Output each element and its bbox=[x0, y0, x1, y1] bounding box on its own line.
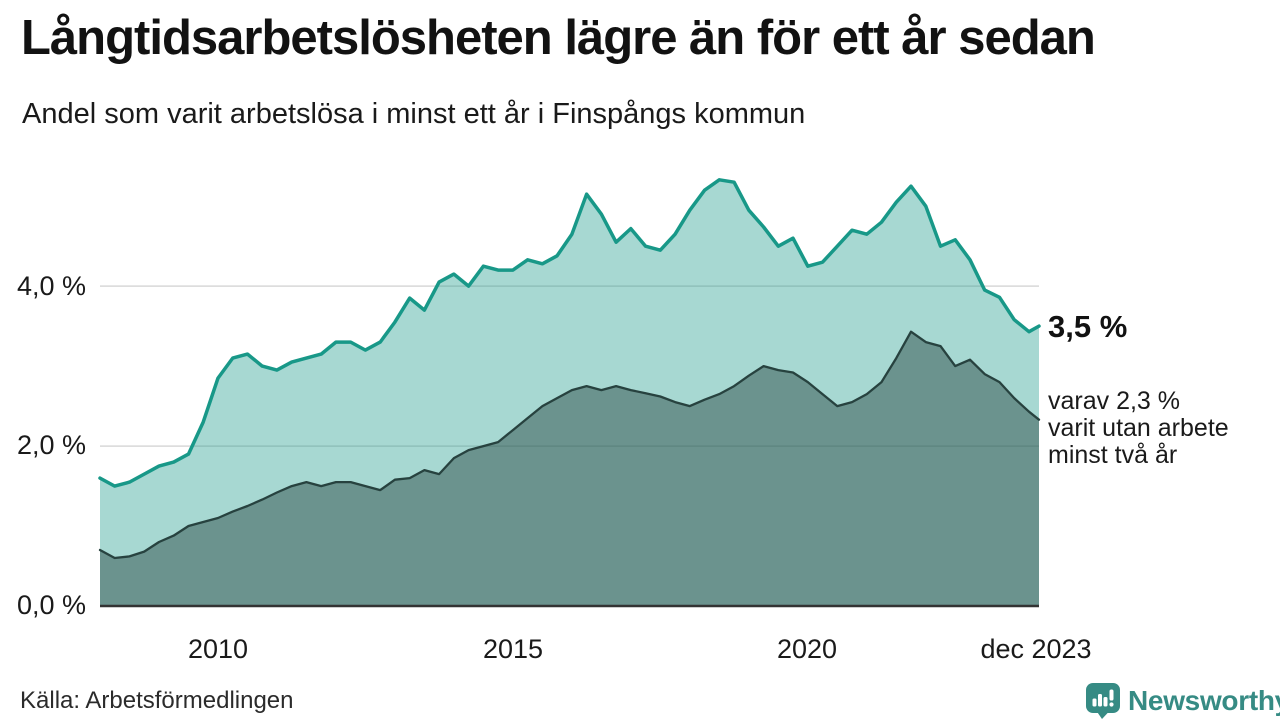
latest-value-annotation: 3,5 % bbox=[1048, 309, 1128, 344]
secondary-annotation-line: varit utan arbete bbox=[1048, 414, 1229, 442]
y-axis-tick-label: 0,0 % bbox=[16, 590, 86, 620]
x-axis-tick-label: 2015 bbox=[482, 634, 544, 664]
x-axis-tick-label: dec 2023 bbox=[980, 634, 1092, 664]
newsworthy-logo-icon bbox=[1086, 683, 1120, 719]
newsworthy-logo: Newsworthy bbox=[1086, 683, 1280, 719]
page-subtitle: Andel som varit arbetslösa i minst ett å… bbox=[22, 98, 806, 130]
newsworthy-logo-text: Newsworthy bbox=[1128, 685, 1280, 716]
page-title: Långtidsarbetslösheten lägre än för ett … bbox=[21, 11, 1096, 65]
x-axis-tick-label: 2020 bbox=[776, 634, 838, 664]
source-text: Källa: Arbetsförmedlingen bbox=[20, 687, 294, 714]
secondary-annotation: varav 2,3 % varit utan arbete minst två … bbox=[1048, 388, 1229, 469]
x-axis-tick-label: 2010 bbox=[187, 634, 249, 664]
y-axis-tick-label: 4,0 % bbox=[16, 271, 86, 301]
secondary-annotation-line: minst två år bbox=[1048, 441, 1178, 469]
y-axis-tick-label: 2,0 % bbox=[16, 430, 86, 460]
secondary-annotation-line: varav 2,3 % bbox=[1048, 387, 1181, 415]
